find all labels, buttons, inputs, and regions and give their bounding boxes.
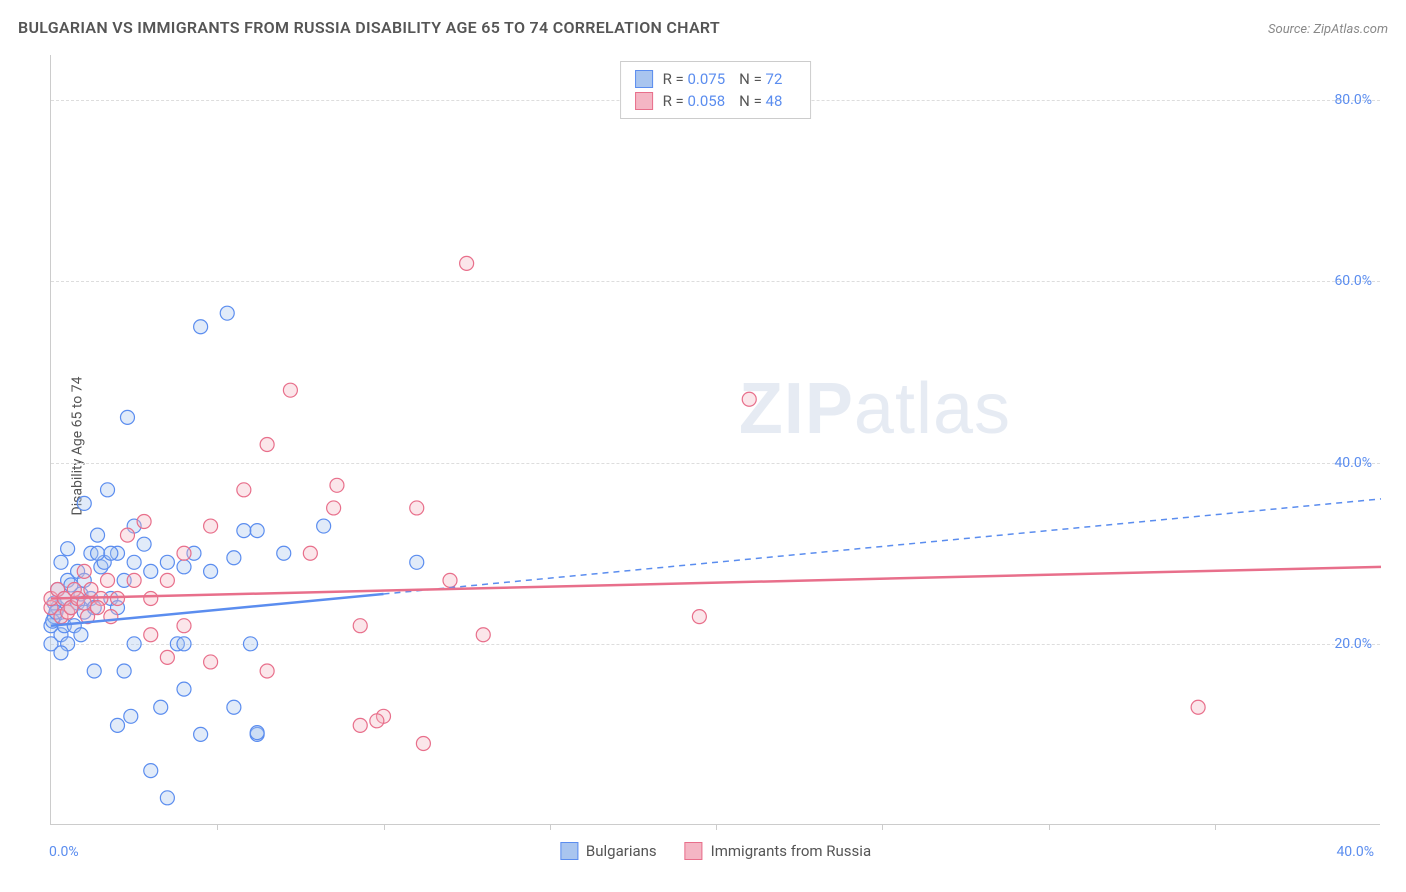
n-label: N =: [739, 92, 765, 110]
series-legend-item-1: Immigrants from Russia: [685, 842, 871, 860]
header-row: BULGARIAN VS IMMIGRANTS FROM RUSSIA DISA…: [18, 18, 1388, 37]
correlation-legend: R = 0.075 N = 72 R = 0.058 N = 48: [620, 61, 812, 119]
series-legend: Bulgarians Immigrants from Russia: [560, 842, 871, 860]
x-tick: [882, 824, 883, 830]
correlation-legend-row-1: R = 0.058 N = 48: [635, 90, 797, 112]
legend-swatch-russia: [635, 92, 653, 110]
n-label: N =: [739, 70, 765, 88]
source-prefix: Source:: [1268, 22, 1313, 37]
correlation-legend-row-0: R = 0.075 N = 72: [635, 68, 797, 90]
source-name: ZipAtlas.com: [1313, 22, 1388, 37]
series-swatch-russia: [685, 842, 703, 860]
x-axis-max-label: 40.0%: [1336, 844, 1374, 860]
plot-area: ZIPatlas R = 0.075N = 72 R = 0.058N = 48…: [50, 55, 1380, 825]
trend-line: [51, 594, 384, 626]
r-value-1: 0.058: [687, 92, 725, 110]
x-tick: [217, 824, 218, 830]
series-legend-item-0: Bulgarians: [560, 842, 657, 860]
trend-line: [51, 567, 1381, 599]
trend-layer: [51, 55, 1380, 824]
x-tick: [550, 824, 551, 830]
x-axis-min-label: 0.0%: [49, 844, 79, 860]
legend-swatch-bulgarians: [635, 70, 653, 88]
r-label: R =: [663, 70, 688, 88]
x-tick: [384, 824, 385, 830]
r-value-0: 0.075: [687, 70, 725, 88]
n-value-1: 48: [766, 92, 783, 110]
series-swatch-bulgarians: [560, 842, 578, 860]
n-value-0: 72: [766, 70, 783, 88]
x-tick: [716, 824, 717, 830]
chart-title: BULGARIAN VS IMMIGRANTS FROM RUSSIA DISA…: [18, 18, 720, 37]
x-tick: [1049, 824, 1050, 830]
r-label: R =: [663, 92, 688, 110]
series-label-0: Bulgarians: [586, 842, 657, 860]
source-attribution: Source: ZipAtlas.com: [1268, 22, 1388, 37]
x-tick: [1215, 824, 1216, 830]
series-label-1: Immigrants from Russia: [711, 842, 871, 860]
